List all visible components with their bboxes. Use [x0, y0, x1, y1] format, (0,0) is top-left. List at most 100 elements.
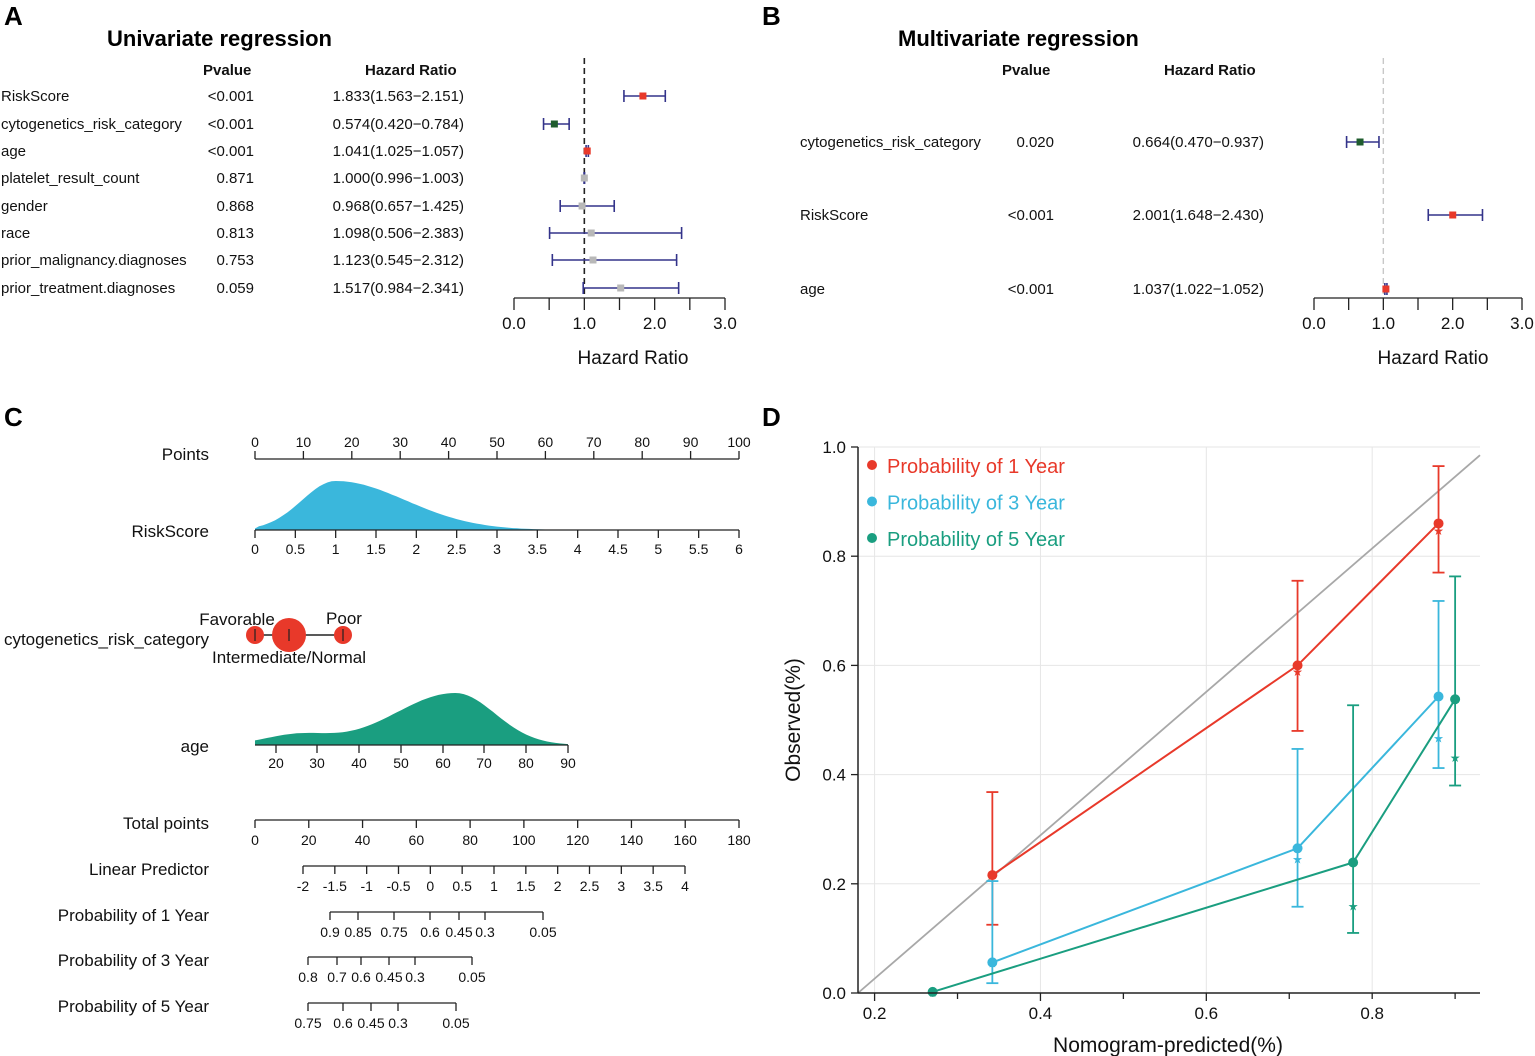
nomogram-tick-label: 3: [617, 878, 625, 894]
calibration-star-marker: ★: [1433, 731, 1444, 745]
forest-point: [1449, 211, 1457, 219]
forest-row: cytogenetics_risk_category <0.001 0.574(0.…: [1, 116, 570, 133]
forest-row-pvalue: 0.753: [216, 252, 254, 269]
forest-point: [589, 256, 597, 264]
nomogram-scale: 0.8 0.7 0.6 0.45 0.3 0.05: [298, 956, 486, 985]
nomogram-tick-label: 2: [412, 541, 420, 557]
forest-row-pvalue: 0.868: [216, 198, 254, 215]
calibration-series: ★ ★ ★: [986, 600, 1445, 985]
forest-row-name: cytogenetics_risk_category: [800, 134, 981, 151]
forest-row-hr-text: 0.574(0.420−0.784): [333, 116, 464, 133]
nomogram-tick-label: 90: [683, 434, 699, 450]
calibration-legend-label: Probability of 5 Year: [887, 529, 1065, 551]
forest-point: [583, 147, 591, 155]
nomogram-tick-label: 30: [309, 755, 325, 771]
forest-row-name: race: [1, 225, 30, 242]
nomogram-tick-label: 4.5: [608, 541, 628, 557]
nomogram-tick-label: 0.8: [298, 969, 318, 985]
calibration-ideal-line: [857, 454, 1481, 994]
calibration-x-tick-label: 0.8: [1360, 1004, 1384, 1023]
nomogram-tick-label: 160: [674, 832, 698, 848]
nomogram-tick-label: 0.85: [344, 924, 371, 940]
nomogram-tick-label: 4: [574, 541, 582, 557]
multivariate-title: Multivariate regression: [898, 26, 1139, 51]
forest-point: [1382, 285, 1390, 293]
nomogram-tick-label: -1: [360, 878, 373, 894]
nomogram-tick-label: 40: [355, 832, 371, 848]
calibration-point: [1348, 857, 1359, 868]
calibration-y-tick-label: 0.6: [822, 656, 846, 675]
nomogram-tick-label: 0.45: [357, 1015, 384, 1031]
nomogram-tick-label: 20: [301, 832, 317, 848]
forest-row: RiskScore <0.001 1.833(1.563−2.151): [1, 88, 667, 105]
calibration-point: [1450, 694, 1461, 705]
forest-row: prior_malignancy.diagnoses 0.753 1.123(0.5…: [1, 252, 678, 269]
forest-row-hr-text: 1.098(0.506−2.383): [333, 225, 464, 242]
nomogram-scale: 0 20 40 60 80 100 120 140 160 180: [251, 819, 751, 848]
cytogenetics-level-label: Poor: [326, 609, 362, 628]
calibration-legend-marker: [867, 460, 877, 470]
nomogram-tick-label: 1: [332, 541, 340, 557]
univariate-hr-header: Hazard Ratio: [365, 62, 457, 79]
forest-row-hr-text: 0.968(0.657−1.425): [333, 198, 464, 215]
calibration-series: ★ ★ ★: [986, 465, 1445, 926]
nomogram-tick-label: 0: [251, 541, 259, 557]
nomogram-tick-label: 0.6: [333, 1015, 353, 1031]
forest-row-pvalue: <0.001: [1008, 207, 1054, 224]
forest-row-hr-text: 1.000(0.996−1.003): [333, 170, 464, 187]
nomogram-tick-label: 80: [634, 434, 650, 450]
calibration-y-tick-label: 0.4: [822, 766, 846, 785]
nomogram-scale: 0.9 0.85 0.75 0.6 0.45 0.3 0.05: [320, 911, 557, 940]
forest-row-hr-text: 1.037(1.022−1.052): [1133, 281, 1264, 298]
calibration-star-marker: ★: [1450, 751, 1461, 765]
calibration-point: [927, 986, 938, 997]
forest-row: age <0.001 1.041(1.025−1.057): [1, 143, 591, 160]
forest-x-tick-label: 2.0: [643, 314, 667, 333]
nomogram-tick-label: 0.05: [529, 924, 556, 940]
nomogram-tick-label: 0.75: [294, 1015, 321, 1031]
nomogram-scale-label: Total points: [123, 814, 209, 833]
nomogram-tick-label: 60: [435, 755, 451, 771]
nomogram-tick-label: 2.5: [580, 878, 600, 894]
nomogram-tick-label: 120: [566, 832, 590, 848]
nomogram-tick-label: 40: [441, 434, 457, 450]
forest-row-name: gender: [1, 198, 48, 215]
nomogram-tick-label: 1.5: [516, 878, 536, 894]
forest-row-hr-text: 1.041(1.025−1.057): [333, 143, 464, 160]
forest-row-name: age: [800, 281, 825, 298]
nomogram-tick-label: 10: [296, 434, 312, 450]
nomogram-scale-label: Points: [162, 445, 209, 464]
nomogram-tick-label: 0.45: [445, 924, 472, 940]
nomogram-tick-label: 0.6: [420, 924, 440, 940]
nomogram-tick-label: 0.3: [388, 1015, 408, 1031]
nomogram-tick-label: 20: [268, 755, 284, 771]
multivariate-forest-plot: Multivariate regression Pvalue Hazard Ra…: [800, 26, 1534, 369]
forest-row-name: prior_treatment.diagnoses: [1, 280, 175, 297]
nomogram-tick-label: 3.5: [643, 878, 663, 894]
calibration-point: [1433, 691, 1444, 702]
nomogram-tick-label: -2: [297, 878, 310, 894]
forest-row-pvalue: 0.871: [216, 170, 254, 187]
nomogram-scale-label: Probability of 1 Year: [58, 906, 210, 925]
nomogram-scale-label: Probability of 5 Year: [58, 997, 210, 1016]
nomogram-tick-label: 2: [554, 878, 562, 894]
forest-row-hr-text: 1.123(0.545−2.312): [333, 252, 464, 269]
forest-row: gender 0.868 0.968(0.657−1.425): [1, 198, 616, 215]
forest-point: [1356, 138, 1364, 146]
calibration-legend-marker: [867, 496, 877, 507]
nomogram-scale-label: Probability of 3 Year: [58, 951, 210, 970]
forest-row-pvalue: 0.813: [216, 225, 254, 242]
calibration-point: [1433, 518, 1444, 529]
forest-row-pvalue: <0.001: [208, 88, 254, 105]
nomogram-scale-label: cytogenetics_risk_category: [4, 630, 210, 649]
nomogram-tick-label: 0.5: [286, 541, 306, 557]
calibration-series-line: [932, 698, 1456, 993]
calibration-x-tick-label: 0.4: [1029, 1004, 1053, 1023]
calibration-y-tick-label: 1.0: [822, 438, 846, 457]
calibration-plot: ★★★★★★★★★ 0.20.40.60.80.00.20.40.60.81.0…: [782, 438, 1481, 1056]
forest-row-name: age: [1, 143, 26, 160]
forest-x-tick-label: 0.0: [502, 314, 526, 333]
nomogram-tick-label: 100: [727, 434, 751, 450]
nomogram-tick-label: 80: [518, 755, 534, 771]
